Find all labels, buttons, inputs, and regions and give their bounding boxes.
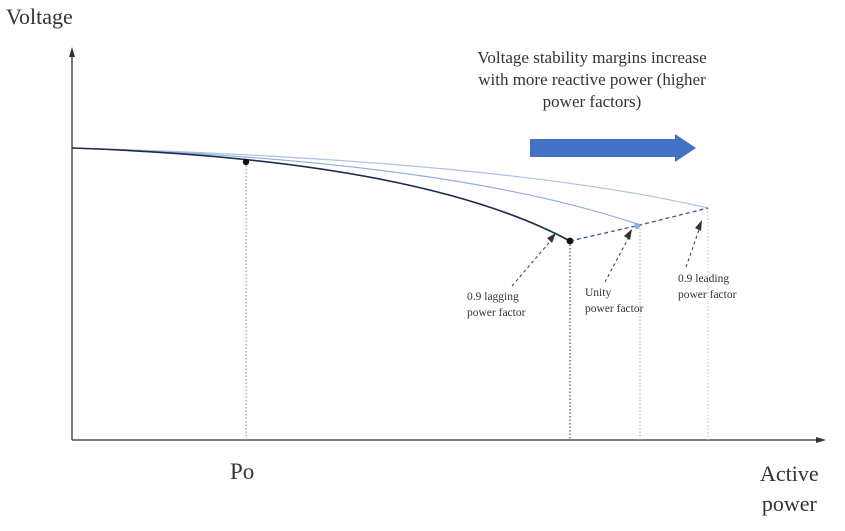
lagging-label-line2: power factor: [467, 307, 526, 319]
annotation-line1: Voltage stability margins increase: [477, 48, 707, 67]
leading-label-line2: power factor: [678, 289, 737, 301]
unity-label: Unity power factor: [585, 285, 643, 317]
y-axis-label: Voltage: [6, 4, 73, 29]
lagging-pv-curve: [71, 147, 571, 242]
lagging-label-line1: 0.9 lagging: [467, 291, 519, 303]
po-operating-point: [242, 158, 250, 166]
unity-label-pointer: [604, 234, 631, 283]
x-axis-label: Active power: [760, 459, 819, 519]
unity-label-line1: Unity: [585, 287, 612, 299]
x-marker-label: Po: [230, 459, 255, 484]
leading-label-line1: 0.9 leading: [678, 273, 730, 285]
unity-pv-curve: [71, 147, 641, 226]
annotation-line3: power factors): [542, 92, 642, 111]
x-axis-arrowhead: [816, 437, 826, 443]
stability-annotation: Voltage stability margins increase with …: [462, 47, 722, 113]
lagging-label-pointer: [511, 237, 554, 287]
leading-label-pointer: [685, 226, 701, 268]
x-axis-label-line1: Active: [760, 461, 819, 486]
unity-label-line2: power factor: [585, 303, 644, 315]
leading-pointer-arrowhead: [695, 220, 702, 231]
y-axis-arrowhead: [69, 47, 75, 57]
x-axis-label-line2: power: [761, 491, 817, 516]
leading-label: 0.9 leading power factor: [678, 271, 736, 303]
lagging-pointer-arrowhead: [547, 233, 556, 243]
leading-pv-curve: [71, 147, 709, 209]
lagging-label: 0.9 lagging power factor: [467, 289, 525, 321]
annotation-line2: with more reactive power (higher: [478, 70, 706, 89]
unity-nose-point: [634, 223, 640, 229]
lagging-nose-point: [566, 237, 574, 245]
nose-point-connector: [569, 207, 709, 242]
increase-arrow: [530, 134, 696, 162]
unity-pointer-arrowhead: [624, 229, 632, 240]
